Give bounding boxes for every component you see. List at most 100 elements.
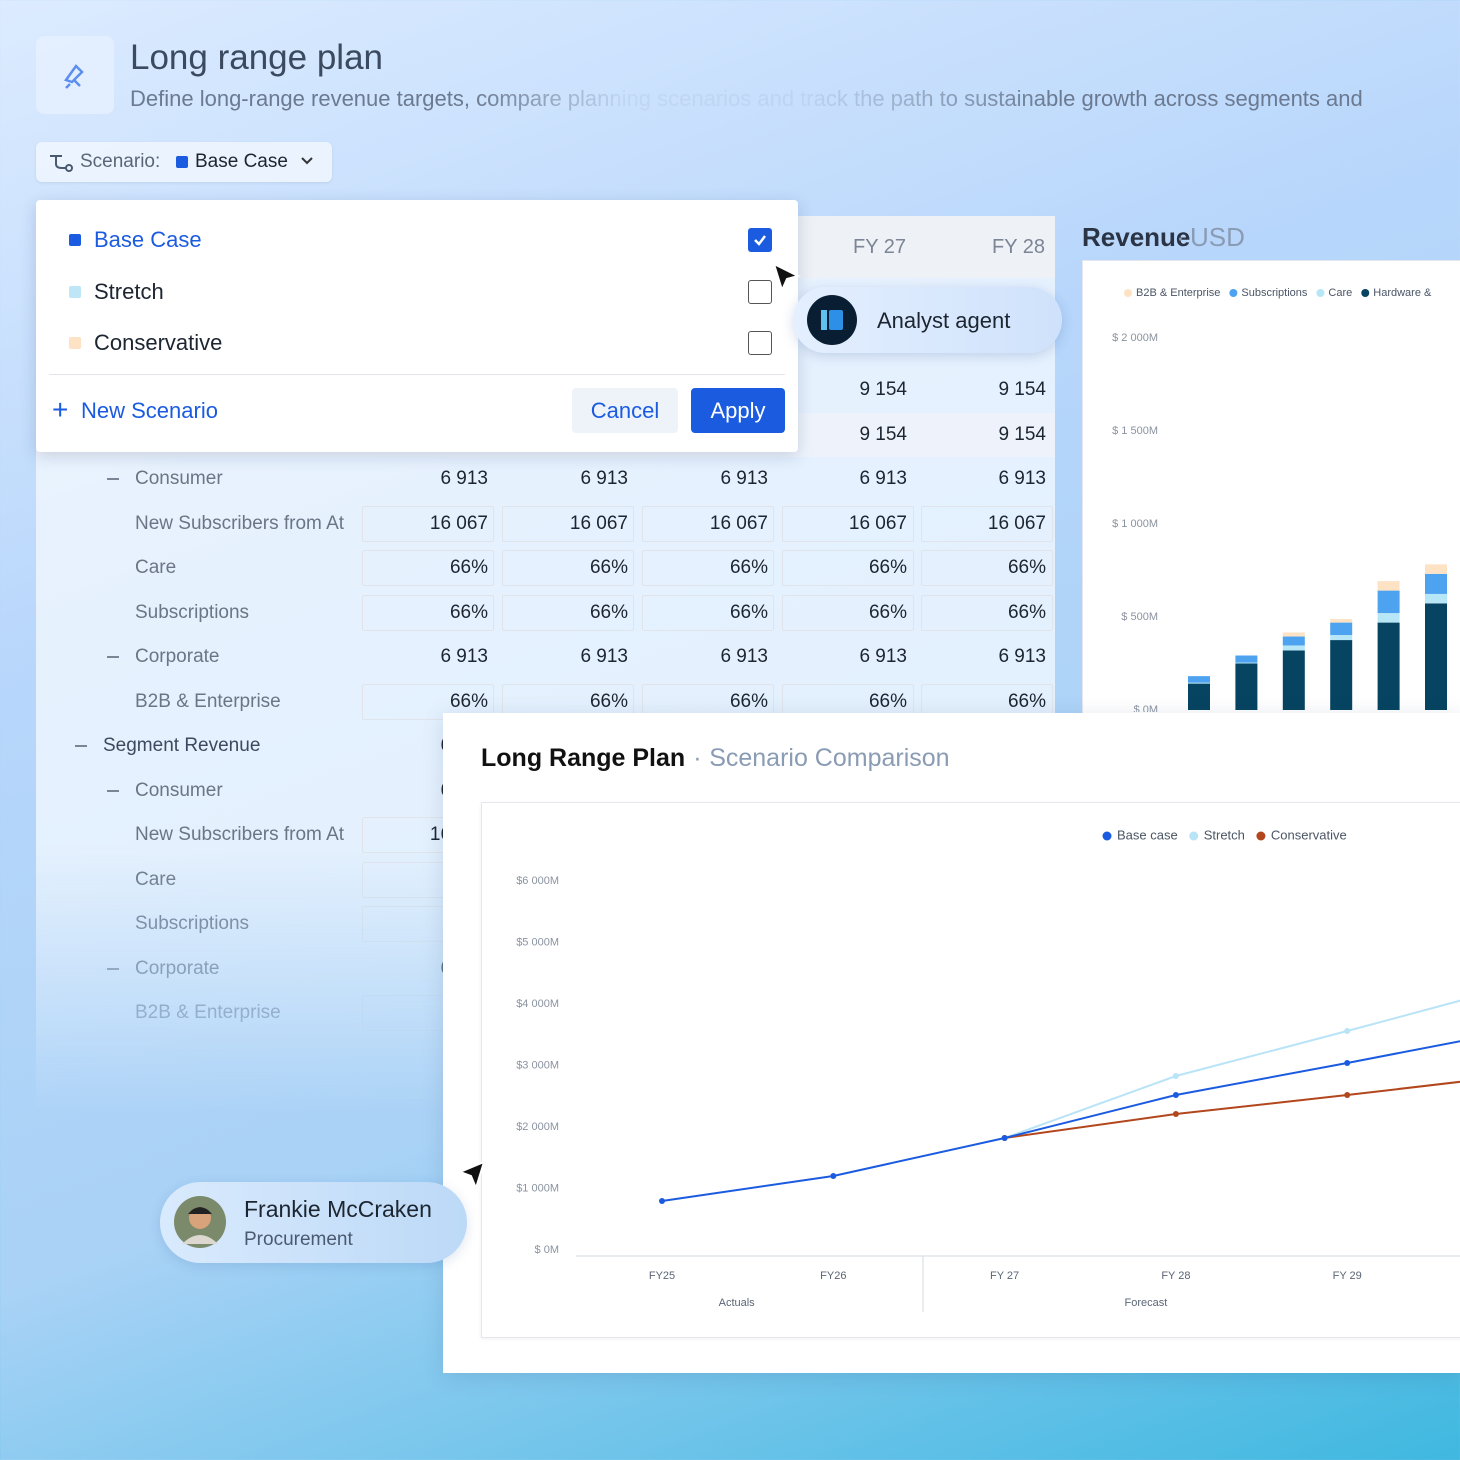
scenario-button[interactable]: Scenario: Base Case [36,142,332,182]
bar-segment [1330,640,1353,710]
y-tick-label: $3 000M [516,1059,559,1071]
input-box[interactable] [362,505,494,542]
bar-segment [1425,573,1447,594]
cell: 9 154 [859,379,907,400]
y-tick-label: $ 2 000M [1112,332,1158,344]
bar-segment [1377,590,1400,614]
input-box[interactable] [642,505,774,542]
x-tick-label: FY 28 [1161,1270,1190,1282]
y-tick-label: $ 0M [535,1244,559,1256]
input-box[interactable] [921,505,1053,542]
bar-segment [1330,635,1353,641]
apply-button[interactable]: Apply [691,388,785,433]
bar-segment [1425,564,1447,574]
group-label: Forecast [1125,1297,1168,1309]
x-tick-label: FY 29 [1333,1270,1362,1282]
new-scenario[interactable]: New Scenario [81,398,218,423]
row-label: Subscriptions [135,601,250,623]
bar-segment [1330,619,1353,623]
cell: 6 913 [998,646,1046,667]
y-tick-label: $6 000M [516,875,559,887]
point [1172,1092,1179,1099]
input-box[interactable] [921,550,1053,586]
agent-label: Analyst agent [877,308,1011,333]
option-swatch [69,285,81,298]
cancel-button[interactable]: Cancel [572,388,678,433]
legend-label: Hardware & [1373,287,1432,299]
cell: 16 067 [569,512,628,534]
cell: 9 154 [998,423,1046,445]
cell: 6 913 [440,468,488,489]
cell: 66% [449,557,488,578]
cursor [457,1160,486,1191]
cell: 66% [449,601,488,623]
input-box[interactable] [782,594,914,631]
option-label[interactable]: Stretch [94,278,164,304]
option-label[interactable]: Conservative [94,330,223,355]
input-box[interactable] [921,594,1053,631]
y-tick-label: $ 500M [1121,611,1158,623]
legend-swatch [1316,289,1325,297]
input-box[interactable] [362,683,494,720]
chart-title: Revenue [1082,222,1191,252]
input-box[interactable] [642,550,774,586]
column-header: FY 28 [992,236,1045,258]
bar-segment [1188,682,1210,684]
bar-segment [1188,683,1210,710]
option-checkbox[interactable] [748,228,772,252]
user-pill: Frankie McCraken Procurement [160,1182,467,1263]
cell: 6 913 [580,646,628,667]
divider [49,374,785,375]
legend-label: Care [1328,287,1352,299]
cell: 16 067 [709,512,768,534]
collapse-icon [107,789,119,792]
point [1344,1059,1351,1066]
option-checkbox[interactable] [748,331,772,355]
user-name: Frankie McCraken [244,1196,432,1222]
input-box[interactable] [362,550,494,586]
input-box[interactable] [502,550,634,586]
revenue-panel: Revenue USD · $ 0M $ 500M $ 1 000M $ 1 500M $ 2… [1072,216,1460,722]
row-label: B2B & Enterprise [135,690,281,712]
bar-segment [1377,613,1400,623]
point [659,1197,665,1204]
option-label[interactable]: Base Case [94,227,202,252]
collapse-icon [107,967,119,970]
input-box[interactable] [782,505,914,542]
bar-segment [1282,650,1305,710]
input-box[interactable] [502,505,634,542]
y-tick-label: $5 000M [516,936,559,948]
cell: 9 154 [998,379,1046,400]
option-swatch [69,337,81,349]
row-label: Subscriptions [135,913,250,934]
row-label: Care [135,557,177,578]
title: Long range plan [130,38,383,77]
cell: 66% [589,601,628,623]
y-tick-label: $2 000M [516,1121,559,1133]
row-label: Consumer [135,779,223,801]
cell: 66% [589,557,628,578]
cell: 66% [1007,601,1046,623]
scenario-dropdown: Base Case Stretch Conservative + New Scenari… [36,200,798,452]
series-line [1004,1080,1460,1139]
legend-swatch [1102,831,1112,841]
line-chart: $ 0M $1 000M $2 000M $3 000M $4 000M $5 000M $… [516,827,1460,1312]
input-box[interactable] [362,594,494,631]
user-role: Procurement [244,1229,353,1250]
input-box[interactable] [782,550,914,586]
legend-label: Subscriptions [1241,287,1308,299]
agent-pill[interactable]: Analyst agent [793,287,1062,353]
option-checkbox[interactable] [748,279,772,304]
collapse-icon [107,478,119,480]
cell: 6 913 [998,468,1046,489]
input-box[interactable] [502,594,634,631]
input-box[interactable] [642,594,774,631]
legend-swatch [1229,289,1238,297]
series-line [1004,999,1460,1139]
option-swatch [69,234,81,246]
scenario-label: Scenario: [80,151,161,172]
scenario-icon [50,155,73,172]
y-tick-label: $ 1 000M [1112,518,1158,530]
row-label: Consumer [135,468,223,489]
swatch [176,156,188,168]
